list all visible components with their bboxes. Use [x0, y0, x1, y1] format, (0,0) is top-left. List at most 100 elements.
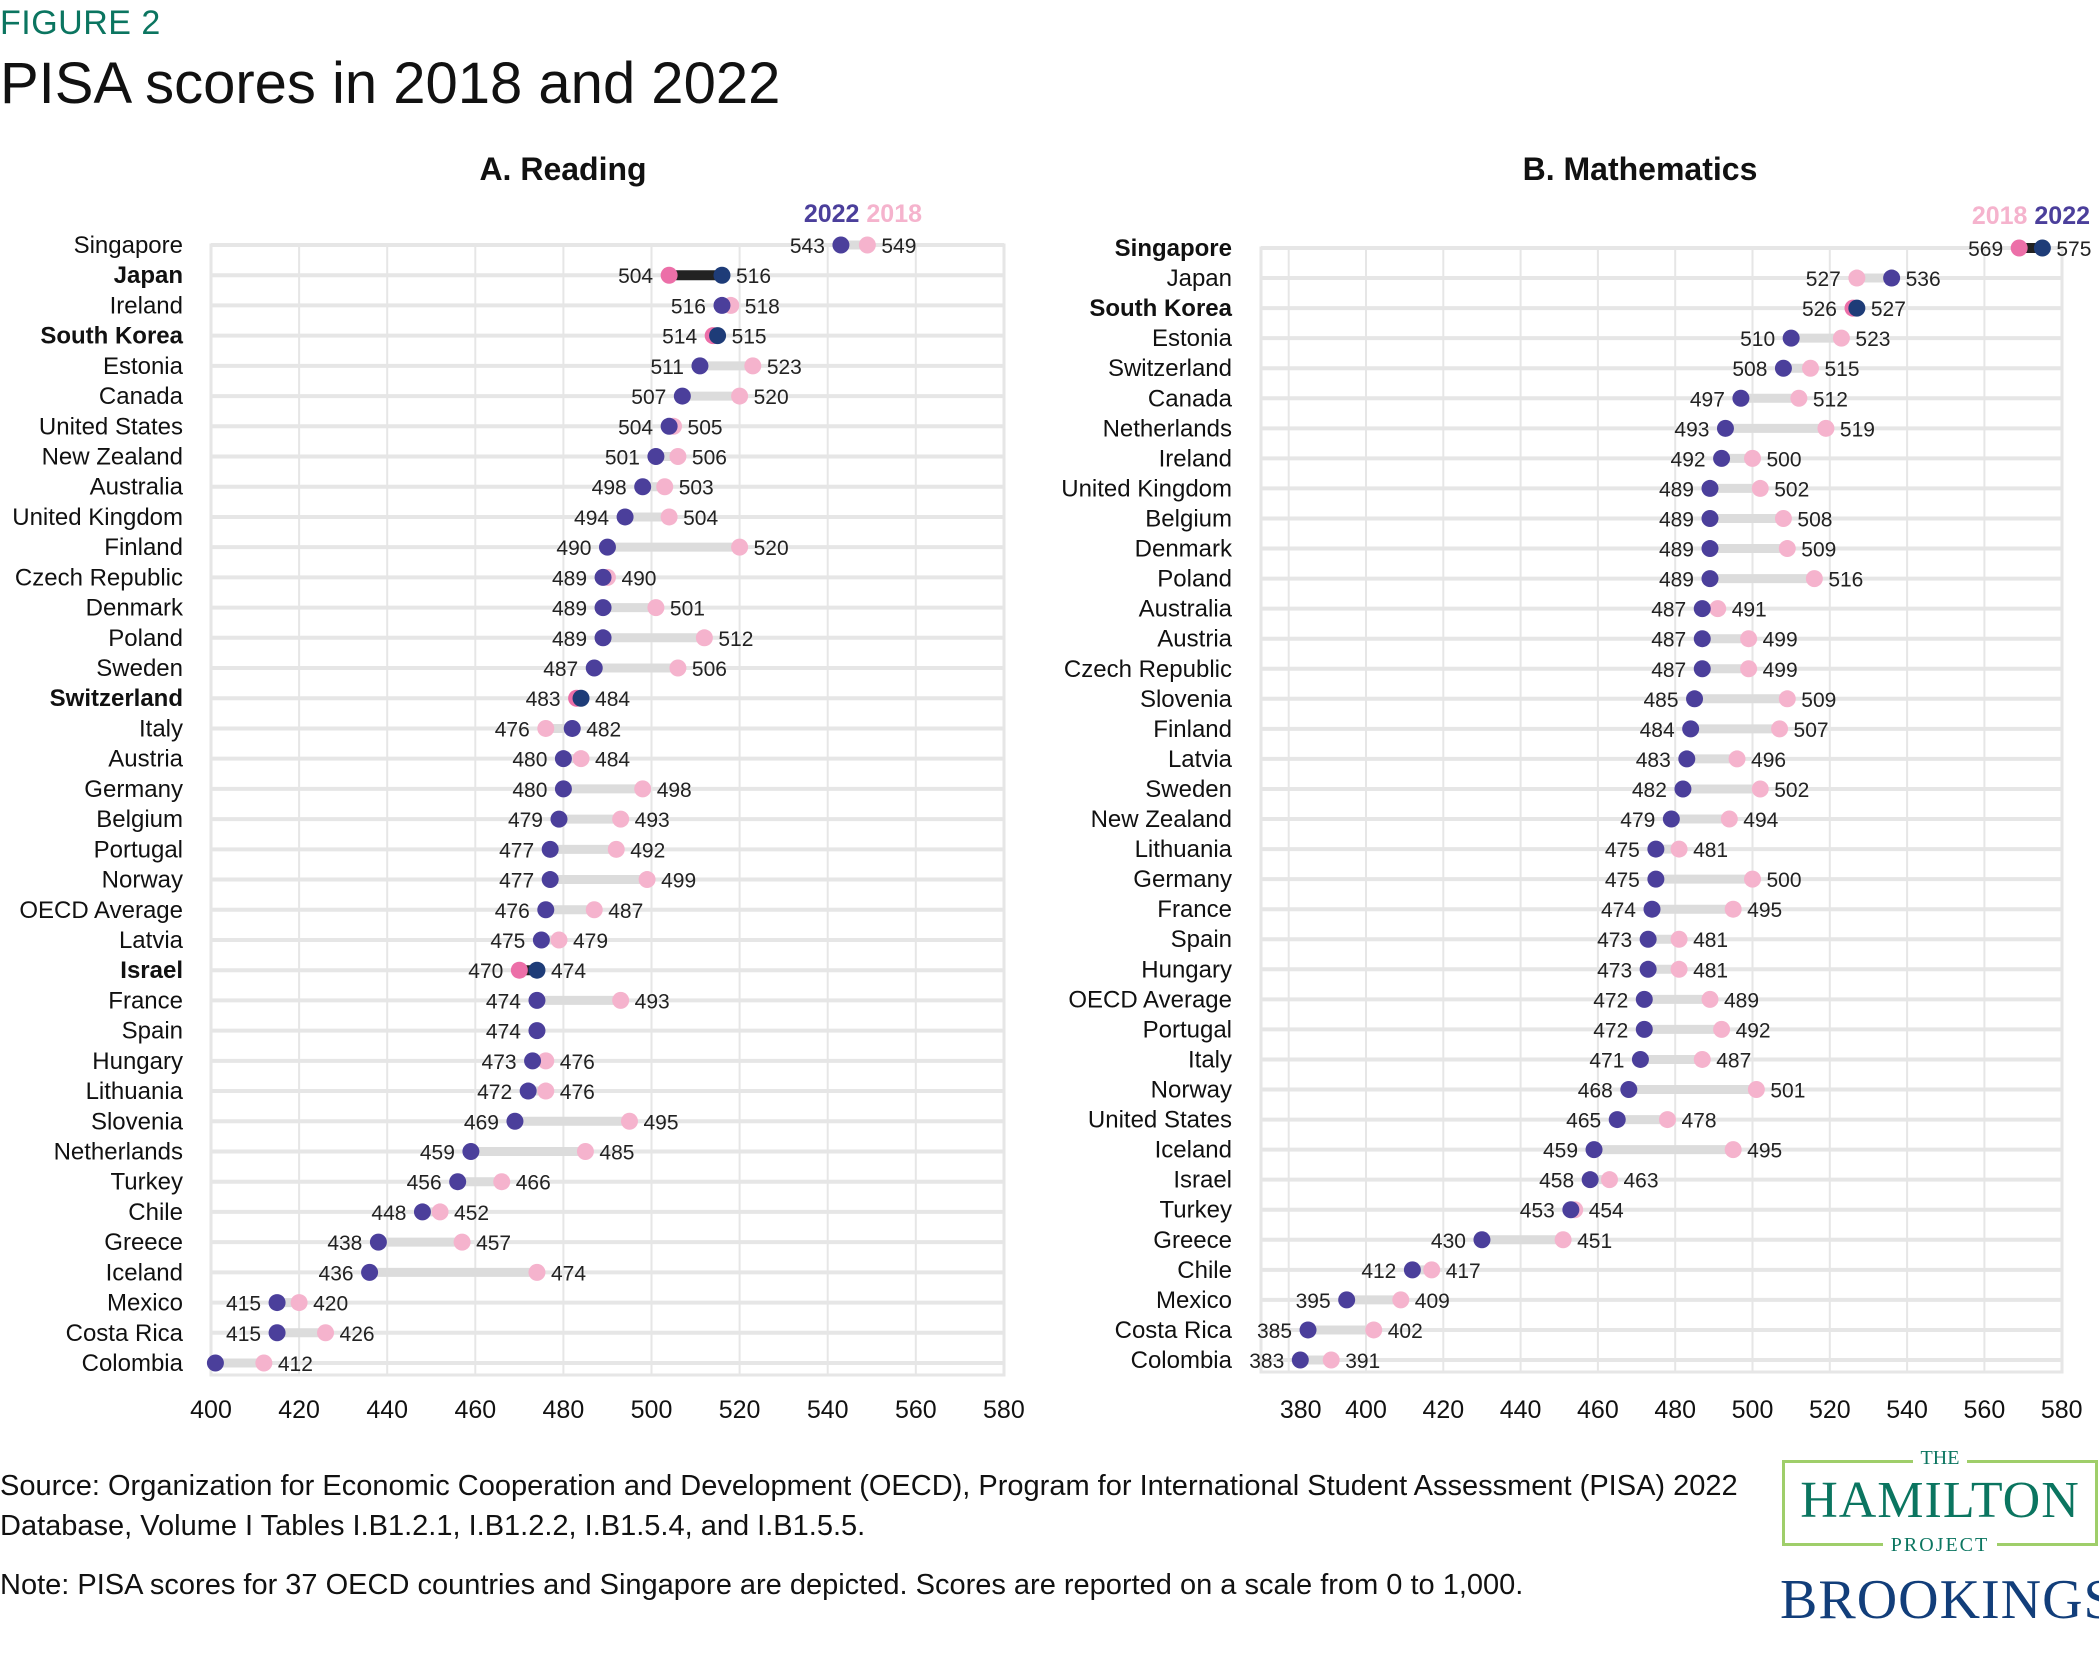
country-label: Iceland [1155, 1137, 1232, 1164]
plot-frame [1259, 246, 2064, 1374]
dot-2018 [537, 1082, 555, 1100]
country-label: Germany [84, 776, 183, 803]
country-label: Latvia [1168, 746, 1233, 773]
country-label: Israel [120, 957, 183, 984]
x-tick-label: 580 [2041, 1396, 2083, 1424]
value-label-2018: 518 [745, 295, 780, 318]
dot-2022 [709, 327, 727, 345]
dot-2022 [1562, 1201, 1580, 1219]
dot-2022 [1647, 840, 1665, 858]
value-label-2022: 475 [1605, 839, 1640, 862]
value-label-2022: 480 [512, 749, 547, 772]
value-label-2022: 415 [226, 1323, 261, 1346]
value-label-2022: 482 [1632, 779, 1667, 802]
value-label-2018: 402 [1388, 1320, 1423, 1343]
country-label: Austria [1157, 626, 1232, 653]
country-label: OECD Average [1068, 986, 1232, 1013]
logo-hamilton: HAMILTON [1800, 1472, 2080, 1529]
country-label: Turkey [1160, 1197, 1232, 1224]
value-label-2022: 482 [586, 718, 621, 741]
value-label-2022: 511 [650, 356, 683, 379]
value-label-2022: 415 [226, 1293, 261, 1316]
value-label-2018: 498 [657, 779, 692, 802]
value-label-2022: 436 [319, 1262, 354, 1285]
dot-2018 [731, 387, 749, 405]
value-label-2018: 452 [454, 1202, 489, 1225]
dot-2018 [695, 629, 713, 647]
value-label-2022: 494 [574, 507, 609, 530]
value-label-2018: 499 [1763, 659, 1798, 682]
dot-2018 [1670, 840, 1688, 858]
dot-2022 [1693, 630, 1711, 648]
value-label-2022: 477 [499, 839, 534, 862]
value-label-2018: 516 [1828, 569, 1863, 592]
dot-2022 [1338, 1291, 1356, 1309]
dot-2022 [1693, 600, 1711, 618]
value-label-2022: 492 [1671, 448, 1706, 471]
dot-2022 [550, 810, 568, 828]
dot-2022 [832, 236, 850, 254]
value-label-2022: 465 [1566, 1110, 1601, 1133]
country-label: United States [39, 413, 183, 440]
dot-2022 [268, 1324, 286, 1342]
value-label-2018: 492 [1736, 1019, 1771, 1042]
dot-2018 [607, 840, 625, 858]
scale-note: Note: PISA scores for 37 OECD countries … [0, 1569, 1524, 1601]
value-label-2018: 451 [1577, 1230, 1612, 1253]
value-label-2022: 504 [618, 416, 653, 439]
value-label-2022: 508 [1732, 358, 1767, 381]
country-label: Lithuania [86, 1078, 184, 1105]
dot-2018 [1724, 1141, 1742, 1159]
dot-2022 [413, 1203, 431, 1221]
value-label-2018: 495 [1747, 899, 1782, 922]
dot-2022 [537, 901, 555, 919]
figure-label: FIGURE 2 [0, 4, 161, 42]
value-label-2022: 536 [1906, 268, 1941, 291]
dot-2022 [634, 478, 652, 496]
x-tick-label: 400 [190, 1396, 232, 1424]
value-label-2022: 448 [371, 1202, 406, 1225]
value-label-2022: 484 [1640, 719, 1675, 742]
country-label: Denmark [1135, 536, 1233, 563]
dot-2018 [1805, 570, 1823, 588]
country-label: Chile [1177, 1257, 1232, 1284]
country-label: Slovenia [1140, 686, 1233, 713]
value-label-2018: 507 [1794, 719, 1829, 742]
dot-2018 [669, 659, 687, 677]
dot-2018 [1701, 990, 1719, 1008]
dot-2022 [1662, 810, 1680, 828]
country-label: Netherlands [54, 1138, 183, 1165]
dot-2018 [1751, 780, 1769, 798]
dot-2018 [660, 266, 678, 284]
dot-2018 [1778, 690, 1796, 708]
dot-2022 [524, 1052, 542, 1070]
country-label: Australia [90, 474, 184, 501]
value-label-2018: 523 [1855, 328, 1890, 351]
dot-2022 [713, 296, 731, 314]
value-label-2022: 474 [486, 1021, 521, 1044]
country-label: New Zealand [42, 444, 183, 471]
dot-2018 [620, 1112, 638, 1130]
value-label-2022: 527 [1871, 298, 1906, 321]
value-label-2022: 510 [1740, 328, 1775, 351]
dot-2022 [528, 1022, 546, 1040]
dot-2018 [1658, 1111, 1676, 1129]
country-label: Hungary [92, 1048, 183, 1075]
country-label: Belgium [1145, 505, 1232, 532]
value-label-2018: 505 [688, 416, 723, 439]
country-label: Italy [139, 715, 183, 742]
value-label-2018: 515 [1824, 358, 1859, 381]
dot-2018 [528, 1263, 546, 1281]
hamilton-project-logo: THE HAMILTON PROJECT [1782, 1447, 2098, 1556]
country-label: Mexico [107, 1290, 183, 1317]
value-label-2022: 487 [543, 658, 578, 681]
dot-2022 [449, 1173, 467, 1191]
dot-2018 [660, 508, 678, 526]
country-label: Australia [1139, 596, 1233, 623]
value-label-2022: 474 [551, 960, 586, 983]
value-label-2018: 409 [1415, 1290, 1450, 1313]
value-label-2018: 520 [754, 386, 789, 409]
value-label-2022: 475 [1605, 869, 1640, 892]
dot-2022 [541, 871, 559, 889]
value-label-2022: 472 [1593, 1019, 1628, 1042]
